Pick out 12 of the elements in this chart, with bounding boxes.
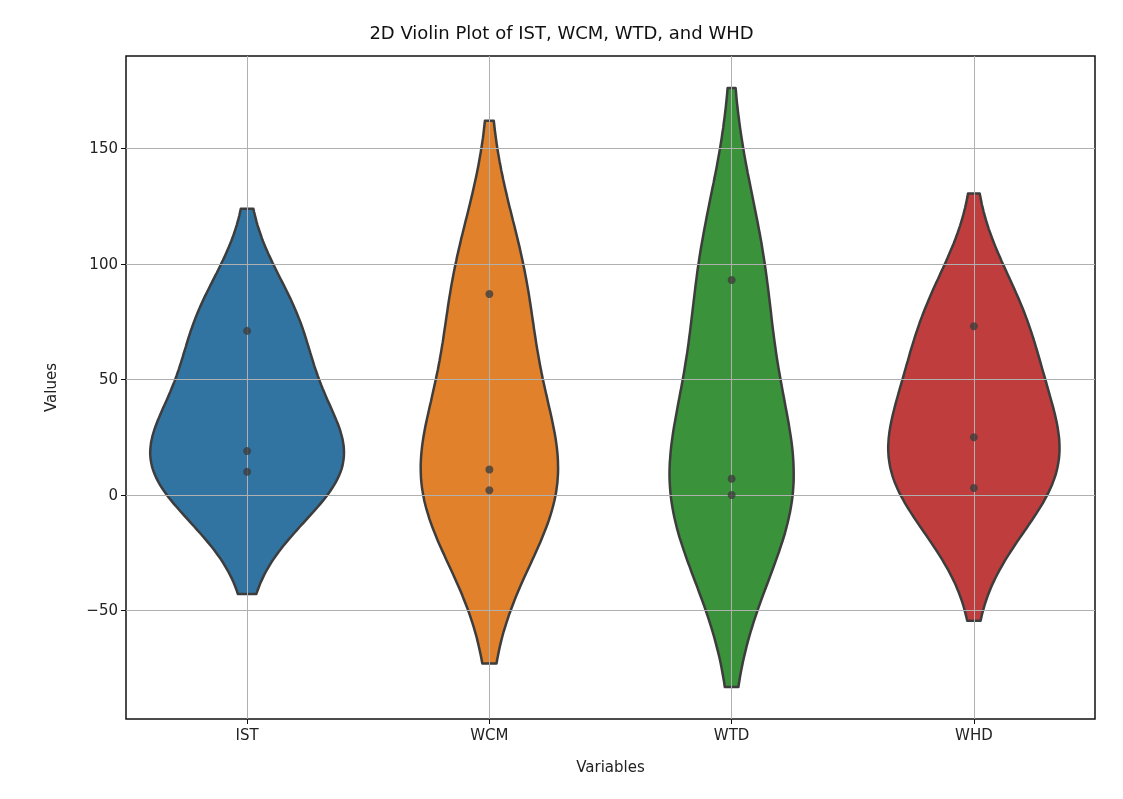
x-tick-label: WCM xyxy=(470,725,509,744)
y-tick-label: 0 xyxy=(108,485,118,504)
y-tick-label: 100 xyxy=(89,254,118,273)
y-axis-title: Values xyxy=(41,362,60,413)
y-tick-label: −50 xyxy=(86,601,118,620)
x-tick-label: WTD xyxy=(713,725,750,744)
x-tick-label: WHD xyxy=(955,725,993,744)
y-tick-label: 50 xyxy=(98,370,118,389)
y-tick-label: 150 xyxy=(89,139,118,158)
x-tick-label: IST xyxy=(235,725,260,744)
chart-title: 2D Violin Plot of IST, WCM, WTD, and WHD xyxy=(369,21,754,43)
x-axis-title: Variables xyxy=(576,757,645,776)
